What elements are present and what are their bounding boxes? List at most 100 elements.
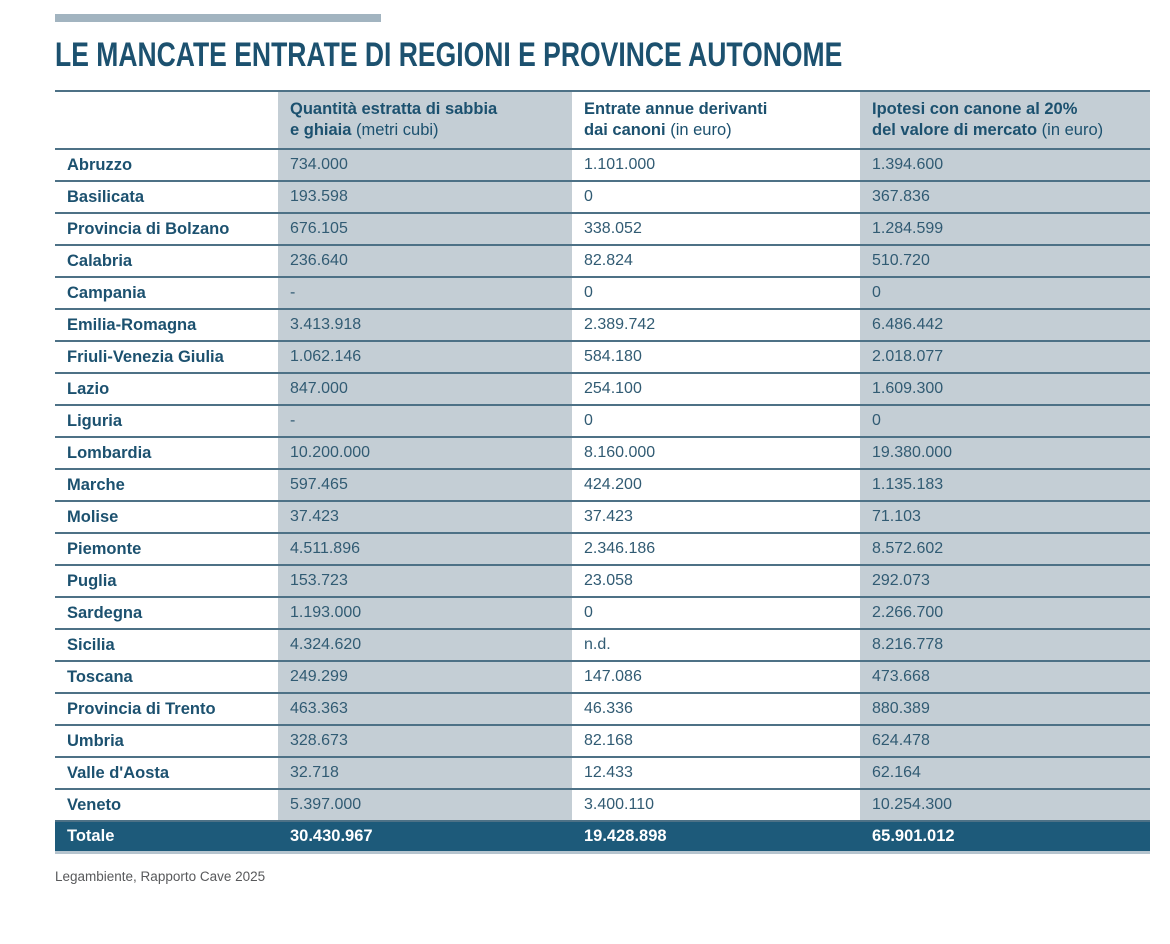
revenue-cell: 1.101.000 <box>584 156 656 173</box>
revenue-cell: 3.400.110 <box>584 796 654 813</box>
region-cell: Emilia-Romagna <box>67 315 197 334</box>
quantity-cell: 193.598 <box>278 181 572 213</box>
region-cell: Calabria <box>67 251 133 270</box>
header-quantity-unit: (metri cubi) <box>356 121 439 139</box>
total-quantity: 30.430.967 <box>278 821 572 852</box>
table-row: Friuli-Venezia Giulia 1.062.146 584.180 2.0… <box>55 341 1150 373</box>
hypothesis-cell: 2.018.077 <box>860 341 1150 373</box>
hypothesis-cell: 1.135.183 <box>860 469 1150 501</box>
quantity-cell: 249.299 <box>278 661 572 693</box>
header-quantity: Quantità estratta di sabbia e ghiaia (me… <box>278 91 572 149</box>
table-row: Marche 597.465 424.200 1.135.183 <box>55 469 1150 501</box>
revenue-cell: 82.824 <box>584 252 633 269</box>
header-quantity-line2: e ghiaia <box>290 121 352 139</box>
region-cell: Liguria <box>67 411 123 430</box>
revenue-cell: 23.058 <box>584 572 633 589</box>
header-revenue: Entrate annue derivanti dai canoni (in e… <box>572 91 860 149</box>
quantity-cell: 676.105 <box>278 213 572 245</box>
revenue-cell: 2.346.186 <box>584 540 656 557</box>
table-row: Campania -0 0 <box>55 277 1150 309</box>
region-cell: Campania <box>67 283 146 302</box>
total-hypothesis: 65.901.012 <box>860 821 1150 852</box>
hypothesis-cell: 1.394.600 <box>860 149 1150 181</box>
quantity-cell: - <box>278 405 572 437</box>
region-cell: Puglia <box>67 571 117 590</box>
revenue-cell: 37.423 <box>584 508 633 525</box>
revenue-cell: 8.160.000 <box>584 444 656 461</box>
hypothesis-cell: 2.266.700 <box>860 597 1150 629</box>
hypothesis-cell: 62.164 <box>860 757 1150 789</box>
header-revenue-unit: (in euro) <box>670 121 732 139</box>
revenue-cell: 2.389.742 <box>584 316 656 333</box>
revenue-cell: 46.336 <box>584 700 633 717</box>
hypothesis-cell: 1.284.599 <box>860 213 1150 245</box>
table-row: Umbria 328.673 82.168 624.478 <box>55 725 1150 757</box>
quantity-cell: 4.324.620 <box>278 629 572 661</box>
quantity-cell: 734.000 <box>278 149 572 181</box>
region-cell: Piemonte <box>67 539 142 558</box>
table-row: Piemonte 4.511.896 2.346.186 8.572.602 <box>55 533 1150 565</box>
table-row: Sardegna 1.193.000 0 2.266.700 <box>55 597 1150 629</box>
source-caption: Legambiente, Rapporto Cave 2025 <box>55 868 266 884</box>
region-cell: Molise <box>67 507 119 526</box>
table-row: Basilicata 193.598 0 367.836 <box>55 181 1150 213</box>
revenue-cell: 424.200 <box>584 476 642 493</box>
table-row: Valle d'Aosta 32.718 12.433 62.164 <box>55 757 1150 789</box>
revenue-cell: 0 <box>584 188 593 205</box>
hypothesis-cell: 0 <box>860 405 1150 437</box>
report-figure: LE MANCATE ENTRATE DI REGIONI E PROVINCE… <box>55 14 1150 884</box>
quantity-cell: 328.673 <box>278 725 572 757</box>
hypothesis-cell: 292.073 <box>860 565 1150 597</box>
table-row: Puglia 153.723 23.058 292.073 <box>55 565 1150 597</box>
header-region-empty <box>55 91 278 149</box>
hypothesis-cell: 71.103 <box>860 501 1150 533</box>
header-row: Quantità estratta di sabbia e ghiaia (me… <box>55 91 1150 149</box>
data-table: Quantità estratta di sabbia e ghiaia (me… <box>55 90 1150 854</box>
hypothesis-cell: 8.216.778 <box>860 629 1150 661</box>
revenue-cell: 254.100 <box>584 380 642 397</box>
table-body: Abruzzo 734.000 1.101.000 1.394.600 Basilica… <box>55 149 1150 821</box>
hypothesis-cell: 6.486.442 <box>860 309 1150 341</box>
revenue-cell: 338.052 <box>584 220 642 237</box>
total-label: Totale <box>55 821 278 852</box>
hypothesis-cell: 19.380.000 <box>860 437 1150 469</box>
header-hypothesis-line1: Ipotesi con canone al 20% <box>872 100 1078 118</box>
revenue-cell: 0 <box>584 412 593 429</box>
hypothesis-cell: 10.254.300 <box>860 789 1150 821</box>
revenue-cell: 0 <box>584 604 593 621</box>
quantity-cell: 597.465 <box>278 469 572 501</box>
revenue-cell: n.d. <box>584 636 611 653</box>
table-row: Emilia-Romagna 3.413.918 2.389.742 6.486.44… <box>55 309 1150 341</box>
revenue-cell: 584.180 <box>584 348 642 365</box>
quantity-cell: 10.200.000 <box>278 437 572 469</box>
hypothesis-cell: 473.668 <box>860 661 1150 693</box>
region-cell: Basilicata <box>67 187 145 206</box>
table-row: Molise 37.423 37.423 71.103 <box>55 501 1150 533</box>
hypothesis-cell: 510.720 <box>860 245 1150 277</box>
quantity-cell: 1.062.146 <box>278 341 572 373</box>
region-cell: Provincia di Trento <box>67 699 216 718</box>
table-row: Calabria 236.640 82.824 510.720 <box>55 245 1150 277</box>
hypothesis-cell: 8.572.602 <box>860 533 1150 565</box>
accent-bar <box>55 14 381 22</box>
quantity-cell: 847.000 <box>278 373 572 405</box>
region-cell: Friuli-Venezia Giulia <box>67 347 224 366</box>
hypothesis-cell: 0 <box>860 277 1150 309</box>
quantity-cell: 32.718 <box>278 757 572 789</box>
region-cell: Provincia di Bolzano <box>67 219 230 238</box>
hypothesis-cell: 880.389 <box>860 693 1150 725</box>
header-hypothesis: Ipotesi con canone al 20% del valore di … <box>860 91 1150 149</box>
header-hypothesis-line2: del valore di mercato <box>872 121 1038 139</box>
region-cell: Veneto <box>67 795 122 814</box>
table-row: Veneto 5.397.000 3.400.110 10.254.300 <box>55 789 1150 821</box>
quantity-cell: 1.193.000 <box>278 597 572 629</box>
quantity-cell: 236.640 <box>278 245 572 277</box>
header-hypothesis-unit: (in euro) <box>1041 121 1104 139</box>
quantity-cell: 463.363 <box>278 693 572 725</box>
table-row: Abruzzo 734.000 1.101.000 1.394.600 <box>55 149 1150 181</box>
total-revenue: 19.428.898 <box>572 821 860 852</box>
table-row: Lombardia 10.200.000 8.160.000 19.380.000 <box>55 437 1150 469</box>
table-row: Sicilia 4.324.620 n.d. 8.216.778 <box>55 629 1150 661</box>
region-cell: Abruzzo <box>67 155 133 174</box>
header-revenue-line1: Entrate annue derivanti <box>584 100 768 118</box>
